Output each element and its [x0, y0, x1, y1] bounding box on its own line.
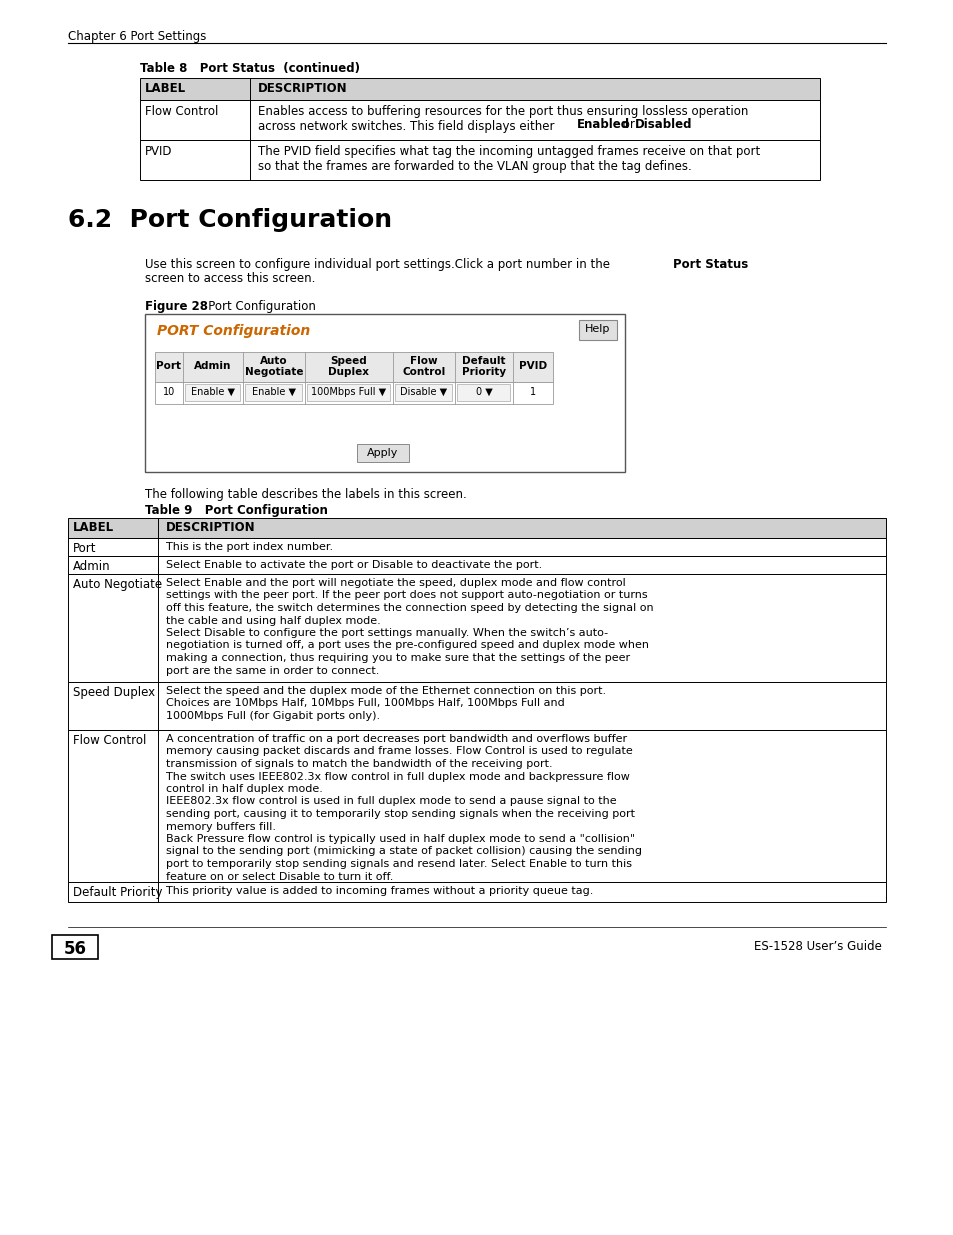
Text: 1: 1 [529, 387, 536, 396]
Text: Admin: Admin [73, 559, 111, 573]
Text: PVID: PVID [518, 361, 546, 370]
Bar [140, 100, 820, 140]
Bar [68, 882, 885, 902]
Bar [140, 140, 820, 180]
Text: or: or [618, 119, 638, 131]
Text: A concentration of traffic on a port decreases port bandwidth and overflows buff: A concentration of traffic on a port dec… [166, 734, 626, 743]
Text: Auto: Auto [260, 356, 288, 366]
Text: Auto Negotiate: Auto Negotiate [73, 578, 162, 592]
Text: Negotiate: Negotiate [245, 367, 303, 377]
Text: Help: Help [585, 324, 610, 333]
Bar [52, 935, 98, 960]
Text: Select Enable and the port will negotiate the speed, duplex mode and flow contro: Select Enable and the port will negotiat… [166, 578, 625, 588]
Bar [578, 320, 617, 340]
Text: The switch uses IEEE802.3x flow control in full duplex mode and backpressure flo: The switch uses IEEE802.3x flow control … [166, 772, 629, 782]
Text: Default Priority: Default Priority [73, 885, 162, 899]
Text: Flow: Flow [410, 356, 437, 366]
Text: control in half duplex mode.: control in half duplex mode. [166, 784, 322, 794]
Text: Control: Control [402, 367, 445, 377]
Text: Speed Duplex: Speed Duplex [73, 685, 155, 699]
Text: signal to the sending port (mimicking a state of packet collision) causing the s: signal to the sending port (mimicking a … [166, 846, 641, 857]
Text: 0 ▼: 0 ▼ [476, 387, 492, 396]
Text: Port Status: Port Status [672, 258, 747, 270]
Text: Select Enable to activate the port or Disable to deactivate the port.: Select Enable to activate the port or Di… [166, 559, 541, 571]
Text: Speed: Speed [331, 356, 367, 366]
Text: sending port, causing it to temporarily stop sending signals when the receiving : sending port, causing it to temporarily … [166, 809, 635, 819]
Text: making a connection, thus requiring you to make sure that the settings of the pe: making a connection, thus requiring you … [166, 653, 630, 663]
Text: Flow Control: Flow Control [145, 105, 218, 119]
Bar [154, 352, 553, 382]
Text: 6.2  Port Configuration: 6.2 Port Configuration [68, 207, 392, 232]
Text: 100Mbps Full ▼: 100Mbps Full ▼ [311, 387, 386, 396]
Text: 10: 10 [163, 387, 175, 396]
Text: 56: 56 [64, 940, 87, 958]
Text: Flow Control: Flow Control [73, 734, 146, 747]
Bar [395, 384, 452, 401]
Text: This is the port index number.: This is the port index number. [166, 542, 333, 552]
Text: Back Pressure flow control is typically used in half duplex mode to send a "coll: Back Pressure flow control is typically … [166, 834, 635, 844]
Bar [154, 382, 553, 404]
Text: Table 9   Port Configuration: Table 9 Port Configuration [145, 504, 328, 517]
Text: Choices are 10Mbps Half, 10Mbps Full, 100Mbps Half, 100Mbps Full and: Choices are 10Mbps Half, 10Mbps Full, 10… [166, 699, 564, 709]
Text: Enables access to buffering resources for the port thus ensuring lossless operat: Enables access to buffering resources fo… [257, 105, 747, 133]
Text: memory buffers fill.: memory buffers fill. [166, 821, 275, 831]
Text: Admin: Admin [194, 361, 232, 370]
Text: Select Disable to configure the port settings manually. When the switch’s auto-: Select Disable to configure the port set… [166, 629, 607, 638]
Text: Chapter 6 Port Settings: Chapter 6 Port Settings [68, 30, 206, 43]
Bar [245, 384, 302, 401]
Text: DESCRIPTION: DESCRIPTION [166, 521, 255, 534]
Text: Select the speed and the duplex mode of the Ethernet connection on this port.: Select the speed and the duplex mode of … [166, 685, 605, 697]
Text: settings with the peer port. If the peer port does not support auto-negotiation : settings with the peer port. If the peer… [166, 590, 647, 600]
Text: port are the same in order to connect.: port are the same in order to connect. [166, 666, 379, 676]
Text: negotiation is turned off, a port uses the pre-configured speed and duplex mode : negotiation is turned off, a port uses t… [166, 641, 648, 651]
Text: Enabled: Enabled [577, 119, 630, 131]
Text: PORT Configuration: PORT Configuration [157, 324, 310, 338]
Text: DESCRIPTION: DESCRIPTION [257, 82, 347, 95]
Bar [68, 517, 885, 538]
Text: port to temporarily stop sending signals and resend later. Select Enable to turn: port to temporarily stop sending signals… [166, 860, 631, 869]
Text: Apply: Apply [367, 448, 398, 458]
Bar [68, 682, 885, 730]
Text: Port Configuration: Port Configuration [196, 300, 315, 312]
Bar [145, 314, 624, 472]
Bar [456, 384, 510, 401]
Text: Table 8   Port Status  (continued): Table 8 Port Status (continued) [140, 62, 359, 75]
Text: off this feature, the switch determines the connection speed by detecting the si: off this feature, the switch determines … [166, 603, 653, 613]
Text: Figure 28: Figure 28 [145, 300, 208, 312]
Text: transmission of signals to match the bandwidth of the receiving port.: transmission of signals to match the ban… [166, 760, 552, 769]
Text: Disable ▼: Disable ▼ [400, 387, 447, 396]
Text: feature on or select Disable to turn it off.: feature on or select Disable to turn it … [166, 872, 393, 882]
Bar [68, 538, 885, 556]
Bar [185, 384, 240, 401]
Text: Port: Port [156, 361, 181, 370]
Text: LABEL: LABEL [73, 521, 114, 534]
Text: This priority value is added to incoming frames without a priority queue tag.: This priority value is added to incoming… [166, 885, 593, 897]
Text: IEEE802.3x flow control is used in full duplex mode to send a pause signal to th: IEEE802.3x flow control is used in full … [166, 797, 616, 806]
Text: 1000Mbps Full (for Gigabit ports only).: 1000Mbps Full (for Gigabit ports only). [166, 711, 379, 721]
Text: ES-1528 User’s Guide: ES-1528 User’s Guide [753, 940, 882, 953]
Text: memory causing packet discards and frame losses. Flow Control is used to regulat: memory causing packet discards and frame… [166, 746, 632, 757]
Text: the cable and using half duplex mode.: the cable and using half duplex mode. [166, 615, 380, 625]
Text: Disabled: Disabled [635, 119, 692, 131]
Text: Port: Port [73, 542, 96, 555]
Text: LABEL: LABEL [145, 82, 186, 95]
Text: screen to access this screen.: screen to access this screen. [145, 272, 315, 285]
Text: Enable ▼: Enable ▼ [191, 387, 234, 396]
Text: Priority: Priority [461, 367, 505, 377]
Bar [356, 445, 409, 462]
Text: The PVID field specifies what tag the incoming untagged frames receive on that p: The PVID field specifies what tag the in… [257, 144, 760, 173]
Bar [68, 730, 885, 882]
Bar [307, 384, 390, 401]
Text: The following table describes the labels in this screen.: The following table describes the labels… [145, 488, 466, 501]
Text: Default: Default [462, 356, 505, 366]
Text: .: . [678, 119, 681, 131]
Text: Enable ▼: Enable ▼ [252, 387, 295, 396]
Text: Duplex: Duplex [328, 367, 369, 377]
Text: Use this screen to configure individual port settings.Click a port number in the: Use this screen to configure individual … [145, 258, 613, 270]
Bar [140, 78, 820, 100]
Text: PVID: PVID [145, 144, 172, 158]
Bar [68, 574, 885, 682]
Bar [68, 556, 885, 574]
